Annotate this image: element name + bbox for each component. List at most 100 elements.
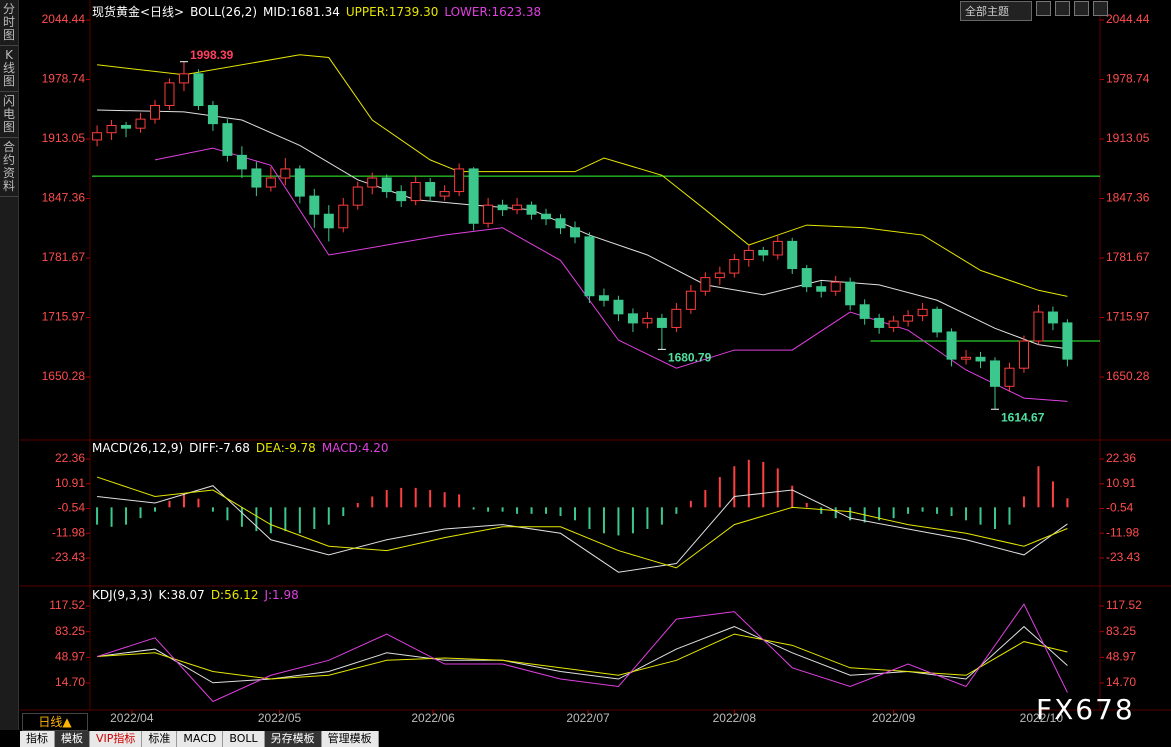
candle-body [512,204,523,211]
x-tick-label: 2022/06 [411,711,455,725]
candle-body [859,304,870,319]
candle-body [729,259,740,274]
candle-body [207,105,218,125]
candle-body [1062,322,1073,360]
candle-body [193,73,204,107]
candle-body [830,281,841,292]
legend-item: MACD:4.20 [321,441,389,455]
tab[interactable]: MACD [177,731,224,747]
candle-body [990,360,1000,387]
candle-body [903,315,914,322]
candle-body [92,132,103,141]
sidebar-tab[interactable]: 闪电图 [0,92,18,138]
candle-body [627,313,638,324]
legend-item: DEA:-9.78 [255,441,316,455]
toolbar-icon[interactable] [1074,1,1089,16]
candle-body [367,177,378,188]
y-tick-label: 117.52 [1106,598,1142,612]
sidebar-tab[interactable]: 合约资料 [0,138,18,197]
y-tick-label: 48.97 [1106,649,1136,663]
tab[interactable]: 管理模板 [322,731,379,747]
candle-body [338,204,349,229]
legend-item: D:56.12 [210,588,259,602]
x-tick-label: 2022/07 [566,711,610,725]
toolbar-icon[interactable] [1093,1,1108,16]
tab[interactable]: 指标 [20,731,55,747]
candle-body [294,168,305,197]
watermark: FX678 [1036,693,1135,726]
candle-body [526,204,537,215]
legend-item: MID:1681.34 [263,5,340,19]
y-tick-label: 1978.74 [1106,72,1150,86]
toolbar-icon[interactable] [1055,1,1070,16]
y-tick-label: 1913.05 [1106,131,1150,145]
candle-body [758,249,769,256]
kdj-header: KDJ(9,3,3) K:38.07 D:56.12 J:1.98 [92,588,305,602]
candle-body [121,124,132,129]
sidebar: 分时图 K线图 闪电图 合约资料 [0,0,19,730]
toolbar-icon[interactable] [1036,1,1051,16]
candle-body [801,268,812,288]
candle-body [743,249,754,261]
candle-body [236,154,247,170]
period-button[interactable]: 日线▲ [22,713,88,731]
tab[interactable]: BOLL [223,731,265,747]
candle-body [425,182,436,197]
candle-body [178,73,189,84]
candle-body [468,168,479,224]
tab[interactable]: VIP指标 [90,731,143,747]
legend-item: LOWER:1623.38 [444,5,542,19]
y-tick-label: 1781.67 [1106,250,1150,264]
y-tick-label: 22.36 [1106,451,1136,465]
price-header: 现货黄金<日线> BOLL(26,2) MID:1681.34 UPPER:1739.… [92,3,547,20]
annotation: 1680.79 [668,351,712,365]
y-tick-label: 83.25 [55,624,85,638]
series-line [97,54,1068,297]
candle-body [845,281,856,306]
x-tick-label: 2022/08 [713,711,757,725]
candle-body [164,82,175,107]
y-tick-label: 22.36 [55,451,85,465]
y-tick-label: 1715.97 [42,310,86,324]
annotation: 1614.67 [1001,410,1045,424]
candle-body [309,195,320,215]
candle-body [439,191,450,197]
candle-body [714,272,725,279]
candle-body [975,356,986,362]
candle-body [381,177,392,193]
candle-body [917,308,928,317]
candle-body [135,118,146,129]
tab[interactable]: 另存模板 [264,731,322,747]
candle-body [222,123,233,156]
y-tick-label: -0.54 [1106,501,1134,515]
y-tick-label: 14.70 [1106,675,1136,689]
series-line [97,633,1068,680]
x-tick-label: 2022/05 [258,711,302,725]
y-tick-label: 1715.97 [1106,310,1150,324]
candle-body [570,227,580,238]
tab-bar: 指标 模板 VIP指标 标准 MACD BOLL 另存模板 管理模板 [20,731,379,747]
legend-item: UPPER:1739.30 [345,5,439,19]
series-line [154,147,1068,402]
y-tick-label: -23.43 [1106,550,1140,564]
y-tick-label: -11.98 [1106,525,1139,539]
candle-body [280,168,291,179]
panel-title: MACD(26,12,9) [92,441,184,455]
y-tick-label: 10.91 [1106,476,1136,490]
candle-body [1018,340,1029,369]
theme-select[interactable]: 全部主题 [960,1,1032,21]
candle-body [656,317,667,328]
candle-body [454,168,465,193]
sidebar-tab[interactable]: 分时图 [0,0,18,46]
candle-body [598,295,609,301]
candle-body [932,308,943,333]
sidebar-tab[interactable]: K线图 [0,46,18,92]
tab[interactable]: 模板 [55,731,90,747]
x-tick-label: 2022/04 [110,711,154,725]
y-tick-label: 1847.36 [42,191,86,205]
y-tick-label: 10.91 [55,476,85,490]
candle-body [613,299,624,315]
tab[interactable]: 标准 [142,731,178,747]
candle-body [642,317,653,324]
